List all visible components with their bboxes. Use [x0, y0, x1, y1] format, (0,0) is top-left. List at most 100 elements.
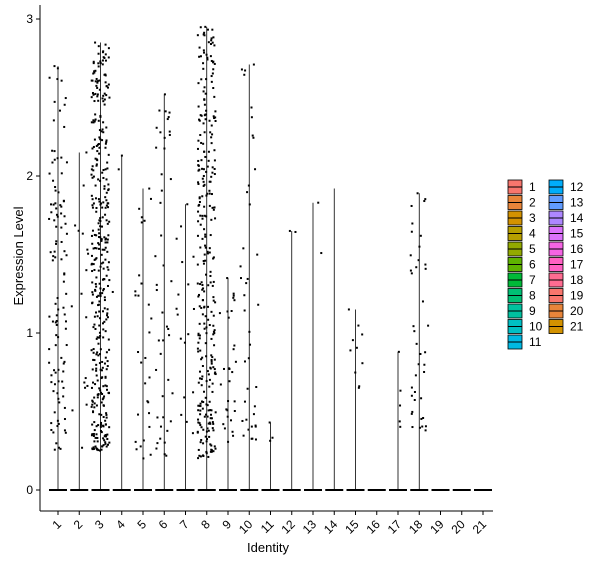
- data-point: [427, 324, 430, 327]
- data-point: [199, 55, 202, 58]
- data-point: [140, 221, 143, 224]
- y-tick-label: 2: [26, 169, 33, 183]
- data-point: [93, 429, 96, 432]
- data-point: [105, 178, 108, 181]
- data-point: [98, 152, 101, 155]
- data-point: [95, 84, 98, 87]
- data-point: [196, 34, 199, 37]
- data-point: [203, 103, 206, 106]
- data-point: [99, 317, 102, 320]
- data-point: [63, 125, 66, 128]
- data-point: [199, 441, 202, 444]
- data-point: [57, 422, 60, 425]
- data-point: [134, 294, 137, 297]
- data-point: [205, 53, 208, 56]
- data-point: [60, 79, 63, 82]
- data-point: [170, 280, 173, 283]
- data-point: [101, 322, 104, 325]
- data-point: [208, 421, 211, 424]
- data-point: [418, 426, 421, 429]
- data-point: [57, 368, 60, 371]
- data-point: [99, 203, 102, 206]
- y-axis-title: Expression Level: [11, 206, 26, 305]
- x-tick-label: 14: [321, 517, 341, 537]
- data-point: [207, 150, 210, 153]
- data-point: [210, 37, 213, 40]
- data-point: [202, 390, 205, 393]
- data-point: [204, 244, 207, 247]
- data-point: [99, 220, 102, 223]
- data-point: [97, 247, 100, 250]
- data-point: [201, 375, 204, 378]
- violin-group-9: [218, 277, 237, 491]
- data-point: [108, 441, 111, 444]
- data-point: [87, 252, 90, 255]
- data-point: [106, 360, 109, 363]
- data-point: [101, 128, 104, 131]
- data-point: [212, 333, 215, 336]
- data-point: [96, 379, 99, 382]
- data-point: [244, 69, 247, 72]
- data-point: [90, 434, 93, 437]
- data-point: [347, 308, 350, 311]
- data-point: [163, 453, 166, 456]
- data-point: [90, 263, 93, 266]
- data-point: [111, 290, 114, 293]
- x-tick-label: 10: [236, 517, 256, 537]
- data-point: [140, 216, 143, 219]
- data-point: [207, 422, 210, 425]
- data-point: [107, 206, 110, 209]
- data-point: [97, 142, 100, 145]
- data-point: [197, 448, 200, 451]
- legend-label: 14: [570, 211, 584, 225]
- data-point: [48, 315, 51, 318]
- data-point: [99, 348, 102, 351]
- data-point: [60, 240, 63, 243]
- data-point: [55, 213, 58, 216]
- data-point: [208, 251, 211, 254]
- data-point: [161, 311, 164, 314]
- data-point: [256, 253, 259, 256]
- data-point: [63, 103, 66, 106]
- violin-group-1: [48, 65, 68, 491]
- data-point: [149, 197, 152, 200]
- data-point: [159, 352, 162, 355]
- data-point: [187, 283, 190, 286]
- data-point: [198, 337, 201, 340]
- data-point: [212, 330, 215, 333]
- data-point: [95, 210, 98, 213]
- plot-area: [48, 25, 492, 491]
- data-point: [227, 440, 230, 443]
- data-point: [207, 409, 210, 412]
- data-point: [55, 442, 58, 445]
- data-point: [206, 58, 209, 61]
- data-point: [103, 320, 106, 323]
- data-point: [103, 296, 106, 299]
- data-point: [134, 440, 137, 443]
- data-point: [422, 416, 425, 419]
- data-point: [49, 251, 52, 254]
- data-point: [85, 151, 88, 154]
- data-point: [95, 363, 98, 366]
- data-point: [97, 52, 100, 55]
- data-point: [103, 92, 106, 95]
- data-point: [60, 226, 63, 229]
- data-point: [198, 196, 201, 199]
- data-point: [423, 200, 426, 203]
- data-point: [86, 384, 89, 387]
- data-point: [231, 371, 234, 374]
- data-point: [71, 409, 74, 412]
- data-point: [213, 149, 216, 152]
- data-point: [197, 295, 200, 298]
- data-point: [222, 423, 225, 426]
- data-point: [208, 204, 211, 207]
- data-point: [251, 134, 254, 137]
- data-point: [104, 258, 107, 261]
- data-point: [101, 206, 104, 209]
- data-point: [101, 171, 104, 174]
- data-point: [210, 193, 213, 196]
- legend-label: 19: [570, 289, 584, 303]
- data-point: [148, 425, 151, 428]
- data-point: [399, 425, 402, 428]
- data-point: [142, 439, 145, 442]
